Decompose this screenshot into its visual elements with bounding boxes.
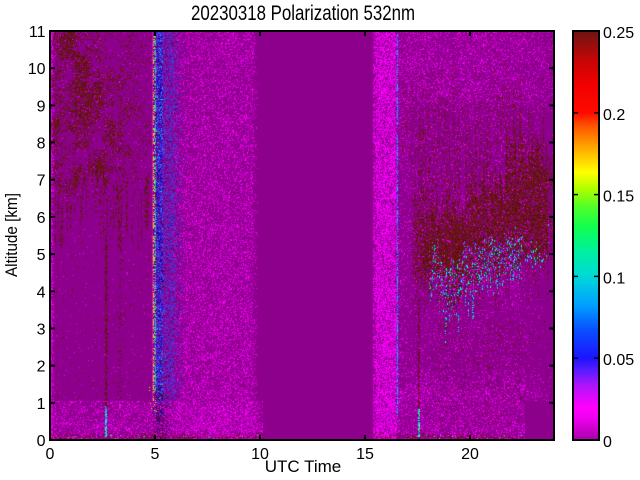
svg-text:Altitude [km]: Altitude [km] xyxy=(2,193,21,277)
svg-text:7: 7 xyxy=(37,173,46,190)
svg-text:0.05: 0.05 xyxy=(603,352,634,369)
svg-text:6: 6 xyxy=(37,210,46,227)
svg-text:9: 9 xyxy=(37,98,46,115)
svg-text:10: 10 xyxy=(28,61,46,78)
svg-text:0.25: 0.25 xyxy=(603,25,634,42)
svg-text:2: 2 xyxy=(37,359,46,376)
svg-text:20230318 Polarization 532nm: 20230318 Polarization 532nm xyxy=(191,2,415,25)
svg-text:0.15: 0.15 xyxy=(603,189,634,206)
svg-text:4: 4 xyxy=(37,284,46,301)
svg-text:11: 11 xyxy=(29,24,46,41)
svg-text:0: 0 xyxy=(37,433,46,450)
svg-text:0.1: 0.1 xyxy=(603,270,625,287)
svg-text:0: 0 xyxy=(46,446,55,463)
svg-text:5: 5 xyxy=(151,446,160,463)
svg-text:3: 3 xyxy=(37,321,46,338)
svg-text:0: 0 xyxy=(603,434,612,451)
svg-text:8: 8 xyxy=(37,136,46,153)
svg-text:5: 5 xyxy=(37,247,46,264)
svg-text:15: 15 xyxy=(356,446,374,463)
svg-text:0.2: 0.2 xyxy=(603,107,625,124)
svg-text:20: 20 xyxy=(461,446,479,463)
svg-text:10: 10 xyxy=(251,446,269,463)
svg-text:1: 1 xyxy=(37,396,46,413)
svg-text:UTC Time: UTC Time xyxy=(265,457,342,476)
